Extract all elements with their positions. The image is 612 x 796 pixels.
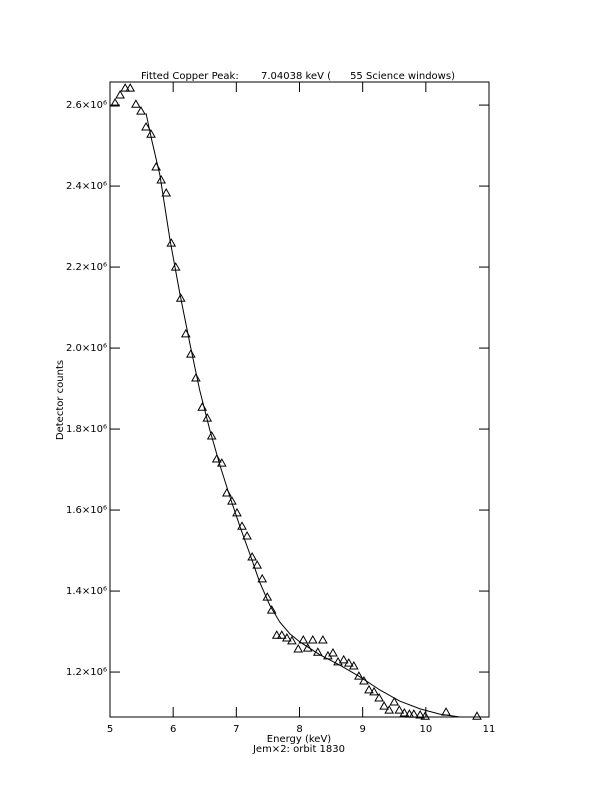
- y-tick-label: 1.2×10⁶: [66, 667, 107, 678]
- data-point: [389, 697, 400, 706]
- x-tick-label: 10: [419, 724, 432, 735]
- data-point: [276, 630, 287, 639]
- data-point: [379, 701, 390, 710]
- data-point: [420, 711, 431, 720]
- data-point: [293, 643, 304, 653]
- data-point: [120, 83, 131, 92]
- subtitle: Jem×2: orbit 1830: [252, 744, 345, 755]
- data-point: [374, 692, 384, 702]
- x-tick-label: 9: [359, 724, 365, 735]
- data-point: [369, 686, 379, 696]
- data-point: [206, 430, 217, 440]
- data-point: [282, 633, 292, 642]
- y-tick-label: 2.2×10⁶: [66, 262, 107, 273]
- y-tick-label: 1.4×10⁶: [66, 586, 107, 597]
- y-axis-label: Detector counts: [55, 360, 66, 440]
- data-point: [287, 635, 297, 645]
- data-point: [399, 707, 410, 717]
- fit-line: [145, 113, 461, 718]
- data-point: [298, 635, 309, 644]
- data-point: [318, 635, 328, 644]
- chart-title: Fitted Copper Peak: 7.04038 keV ( 55 Sci…: [141, 71, 455, 82]
- data-point: [211, 454, 222, 463]
- data-point: [394, 705, 405, 714]
- x-tick-label: 7: [233, 724, 239, 735]
- data-point: [338, 654, 349, 664]
- data-point: [408, 709, 419, 718]
- data-point: [364, 684, 374, 694]
- data-point: [384, 705, 395, 714]
- data-point: [257, 573, 268, 583]
- data-point: [185, 349, 196, 358]
- data-point: [266, 605, 277, 614]
- data-point: [415, 709, 426, 719]
- x-tick-label: 11: [483, 724, 496, 735]
- data-point: [191, 373, 201, 382]
- y-tick-label: 2.0×10⁶: [66, 343, 107, 354]
- y-tick-label: 1.8×10⁶: [66, 424, 107, 435]
- data-point: [136, 106, 146, 115]
- data-point: [115, 89, 125, 99]
- data-point: [472, 711, 482, 720]
- data-point: [110, 98, 120, 107]
- x-tick-label: 8: [296, 724, 302, 735]
- y-tick-label: 2.4×10⁶: [66, 181, 107, 192]
- data-point: [343, 658, 354, 667]
- data-point: [242, 530, 252, 540]
- data-point: [328, 648, 338, 657]
- y-tick-label: 1.6×10⁶: [66, 505, 107, 516]
- data-point: [161, 187, 172, 197]
- data-point: [354, 671, 364, 680]
- data-point: [141, 121, 151, 131]
- data-point: [216, 458, 227, 467]
- x-axis-label: Energy (keV): [267, 734, 332, 745]
- x-tick-label: 5: [107, 724, 113, 735]
- data-point: [307, 635, 318, 644]
- data-point: [252, 560, 263, 569]
- data-point: [175, 293, 186, 302]
- data-point: [131, 99, 141, 108]
- data-point: [271, 630, 282, 639]
- x-tick-label: 6: [170, 724, 176, 735]
- data-point: [125, 83, 136, 92]
- data-point: [348, 660, 359, 670]
- y-tick-label: 2.6×10⁶: [66, 100, 107, 111]
